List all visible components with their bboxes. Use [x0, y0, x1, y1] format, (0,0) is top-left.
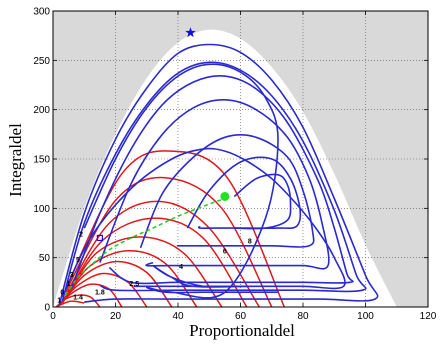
x-tick-label: 40	[172, 311, 184, 322]
red-curve-5	[61, 260, 173, 307]
contour-label-9: 3	[70, 272, 74, 279]
red-curve-9	[64, 200, 260, 307]
y-tick-label: 300	[33, 7, 50, 18]
blue-curve-6	[99, 98, 330, 270]
contour-label-5: 1.8	[95, 290, 105, 297]
blue-curve-9	[233, 173, 292, 230]
x-tick-label: 60	[235, 311, 247, 322]
y-axis-label: Integraldel	[6, 123, 25, 197]
red-curve-8	[64, 217, 248, 307]
y-tick-label: 250	[33, 56, 50, 67]
x-tick-label: 80	[297, 311, 309, 322]
curves	[55, 43, 379, 307]
y-tick-label: 150	[33, 155, 50, 166]
contour-label-6: 1.4	[73, 295, 83, 302]
x-tick-label: 0	[50, 311, 56, 322]
contour-label-12: 1	[57, 298, 61, 305]
red-curve-1	[55, 300, 85, 307]
contour-label-10: 1	[67, 281, 71, 288]
blue-curve-5	[71, 75, 354, 288]
contour-label-11: 0	[60, 290, 64, 297]
x-tick-label: 20	[110, 311, 122, 322]
contour-label-2: 6	[223, 248, 227, 255]
y-tick-label: 0	[44, 303, 50, 314]
x-axis-label: Proportionaldel	[189, 321, 295, 340]
blue-curve-8	[186, 156, 302, 230]
blue-curve-7	[139, 134, 315, 249]
x-tick-label: 100	[357, 311, 374, 322]
contour-label-7: 2	[79, 231, 83, 238]
contour-label-4: 2.5	[129, 281, 139, 288]
blue-curve-4	[61, 61, 367, 302]
red-curve-6	[61, 250, 198, 307]
red-curve-7	[64, 236, 223, 307]
contour-label-8: 5	[76, 257, 80, 264]
green-dot-marker	[220, 191, 230, 201]
star-marker	[185, 27, 196, 38]
y-tick-label: 100	[33, 204, 50, 215]
y-tick-label: 200	[33, 105, 50, 116]
y-tick-label: 50	[39, 253, 51, 264]
contour-label-1: 8	[248, 238, 252, 245]
blue-curve-2	[83, 63, 279, 299]
x-tick-label: 120	[420, 311, 437, 322]
blue-curve-3	[58, 43, 379, 306]
contour-label-3: 4	[179, 264, 183, 271]
blue-curve-1	[61, 147, 346, 298]
square-marker	[96, 234, 103, 242]
